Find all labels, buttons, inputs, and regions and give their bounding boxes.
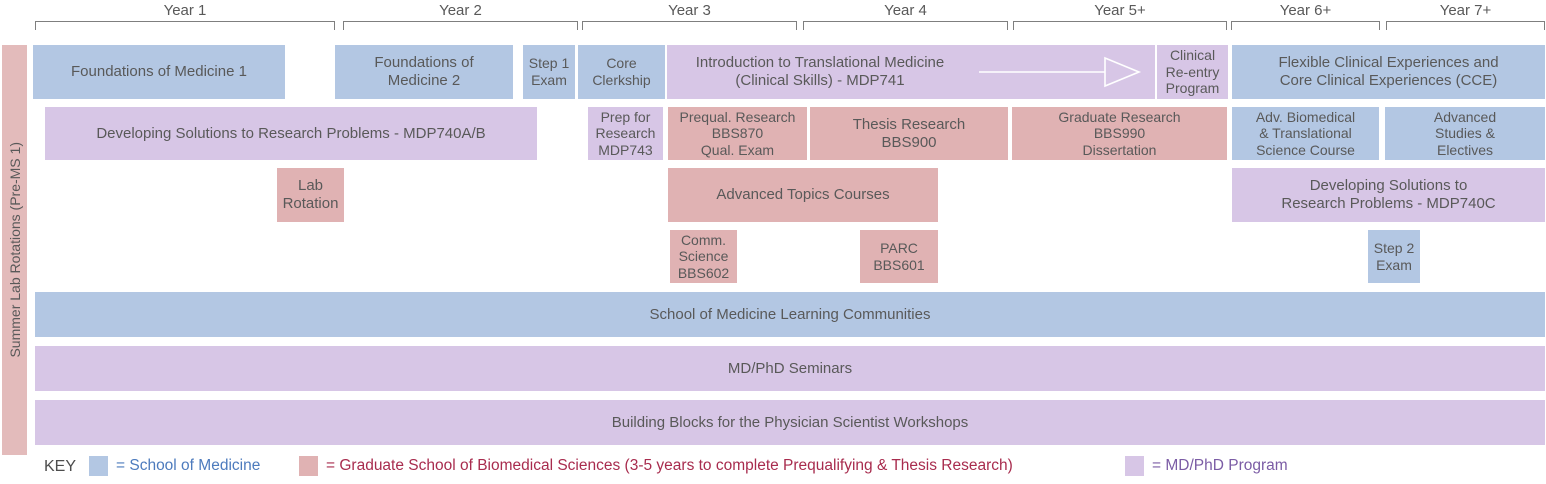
year-label: Year 6+ <box>1279 2 1332 19</box>
bracket-line <box>803 21 1008 30</box>
year-bracket-6: Year 6+ <box>1231 2 1380 30</box>
key-item-mdphd-program: = MD/PhD Program <box>1125 456 1288 476</box>
block-adv-biomedical-translational-science: Adv. Biomedical & Translational Science … <box>1232 107 1379 160</box>
bracket-line <box>35 21 335 30</box>
year-label: Year 1 <box>163 2 207 19</box>
block-step-1-exam: Step 1 Exam <box>523 45 575 99</box>
year-label: Year 5+ <box>1094 2 1146 19</box>
block-prep-for-research-mdp743: Prep for Research MDP743 <box>588 107 663 160</box>
block-thesis-research-bbs900: Thesis Research BBS900 <box>810 107 1008 160</box>
year-bracket-7: Year 7+ <box>1386 2 1545 30</box>
key-item-graduate-school: = Graduate School of Biomedical Sciences… <box>299 456 1013 476</box>
block-learning-communities: School of Medicine Learning Communities <box>35 292 1545 337</box>
key-item-school-of-medicine: = School of Medicine <box>89 456 260 476</box>
block-advanced-topics-courses: Advanced Topics Courses <box>668 168 938 222</box>
block-mdphd-seminars: MD/PhD Seminars <box>35 346 1545 391</box>
bracket-line <box>343 21 578 30</box>
year-label: Year 2 <box>439 2 482 19</box>
year-label: Year 7+ <box>1439 2 1492 19</box>
key-swatch-mdphd-program <box>1125 456 1144 476</box>
bracket-line <box>582 21 797 30</box>
key-swatch-school-of-medicine <box>89 456 108 476</box>
key-text-mdphd-program: = MD/PhD Program <box>1152 457 1288 474</box>
block-building-blocks-workshops: Building Blocks for the Physician Scient… <box>35 400 1545 445</box>
block-flexible-core-clinical-experiences: Flexible Clinical Experiences and Core C… <box>1232 45 1545 99</box>
block-graduate-research-bbs990: Graduate Research BBS990 Dissertation <box>1012 107 1227 160</box>
bracket-line <box>1231 21 1380 30</box>
block-clinical-reentry-program: Clinical Re-entry Program <box>1157 45 1228 99</box>
key-text-school-of-medicine: = School of Medicine <box>116 457 261 474</box>
year-bracket-2: Year 2 <box>343 2 578 30</box>
bracket-line <box>1013 21 1227 30</box>
bracket-line <box>1386 21 1545 30</box>
block-foundations-of-medicine-1: Foundations of Medicine 1 <box>33 45 285 99</box>
key-title: KEY <box>44 458 77 475</box>
block-parc-bbs601: PARC BBS601 <box>860 230 938 283</box>
block-step-2-exam: Step 2 Exam <box>1368 230 1420 283</box>
block-foundations-of-medicine-2: Foundations of Medicine 2 <box>335 45 513 99</box>
year-bracket-5: Year 5+ <box>1013 2 1227 30</box>
year-bracket-1: Year 1 <box>35 2 335 30</box>
intro-translational-medicine-label: Introduction to Translational Medicine (… <box>695 54 945 89</box>
summer-lab-rotations-label: Summer Lab Rotations (Pre-MS 1) <box>6 142 23 358</box>
block-lab-rotation: Lab Rotation <box>277 168 344 222</box>
year-bracket-3: Year 3 <box>582 2 797 30</box>
block-intro-translational-medicine: Introduction to Translational Medicine (… <box>667 45 1155 99</box>
summer-lab-rotations-strip: Summer Lab Rotations (Pre-MS 1) <box>2 45 27 455</box>
block-developing-solutions-mdp740c: Developing Solutions to Research Problem… <box>1232 168 1545 222</box>
key-swatch-graduate-school <box>299 456 318 476</box>
key-text-graduate-school: = Graduate School of Biomedical Sciences… <box>326 457 1013 474</box>
year-label: Year 3 <box>668 2 711 19</box>
arrow-right-icon <box>979 56 1142 88</box>
year-bracket-4: Year 4 <box>803 2 1008 30</box>
block-core-clerkship: Core Clerkship <box>578 45 665 99</box>
block-advanced-studies-electives: Advanced Studies & Electives <box>1385 107 1545 160</box>
block-developing-solutions-mdp740ab: Developing Solutions to Research Problem… <box>45 107 537 160</box>
year-label: Year 4 <box>884 2 927 19</box>
block-prequal-research-bbs870: Prequal. Research BBS870 Qual. Exam <box>668 107 807 160</box>
block-comm-science-bbs602: Comm. Science BBS602 <box>670 230 737 283</box>
